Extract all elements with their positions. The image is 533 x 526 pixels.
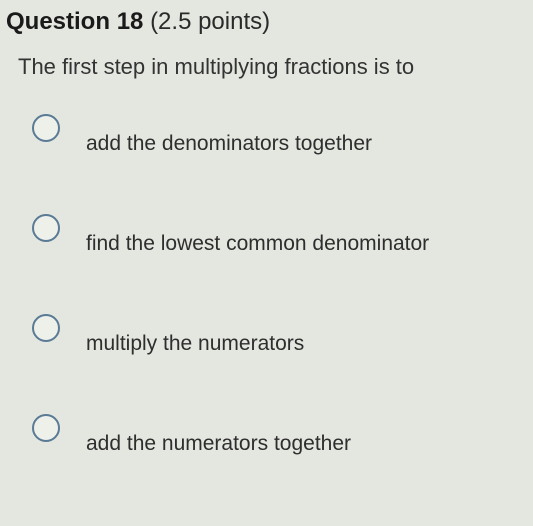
option-row[interactable]: add the numerators together [32, 414, 533, 456]
option-row[interactable]: find the lowest common denominator [32, 214, 533, 256]
radio-button[interactable] [32, 214, 60, 242]
radio-button[interactable] [32, 114, 60, 142]
question-number-prefix: Question [6, 8, 110, 35]
options-list: add the denominators together find the l… [4, 114, 533, 456]
question-points: (2.5 points) [150, 8, 270, 35]
question-container: Question 18 (2.5 points) The first step … [0, 0, 533, 456]
option-row[interactable]: add the denominators together [32, 114, 533, 156]
question-number: 18 [117, 8, 144, 35]
option-label: add the denominators together [60, 114, 372, 156]
option-row[interactable]: multiply the numerators [32, 314, 533, 356]
radio-button[interactable] [32, 414, 60, 442]
question-prompt: The first step in multiplying fractions … [4, 54, 533, 80]
question-header: Question 18 (2.5 points) [4, 8, 533, 36]
radio-button[interactable] [32, 314, 60, 342]
option-label: find the lowest common denominator [60, 214, 429, 256]
option-label: multiply the numerators [60, 314, 304, 356]
option-label: add the numerators together [60, 414, 351, 456]
